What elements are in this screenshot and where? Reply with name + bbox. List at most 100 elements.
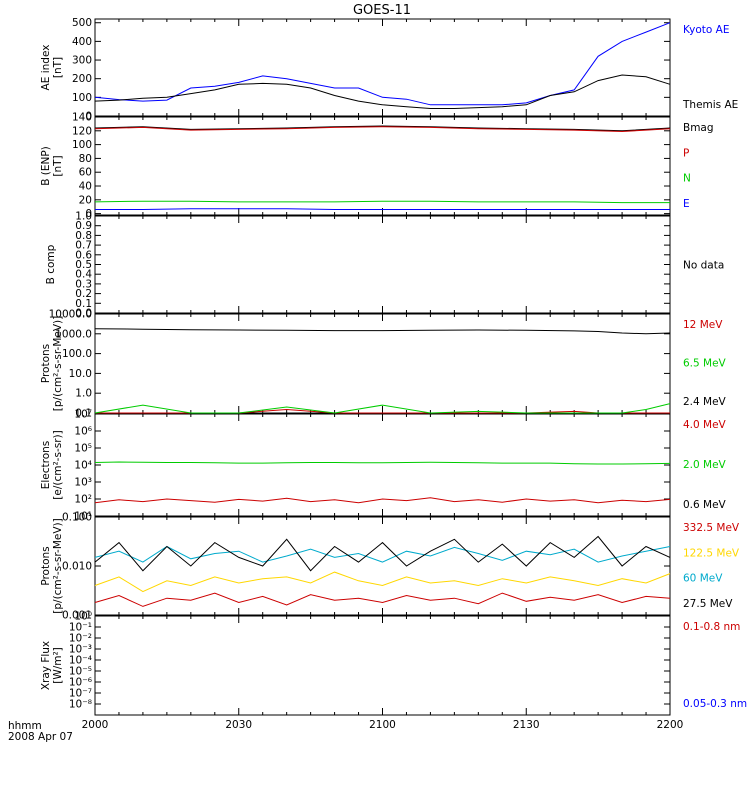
- y-axis-label: Protons: [40, 344, 52, 383]
- date-label: 2008 Apr 07: [8, 731, 73, 743]
- legend-0-05-0-3-nm: 0.05-0.3 nm: [683, 698, 747, 710]
- y-tick-label: 10²: [74, 494, 92, 506]
- panel-bcomp: 0.00.10.20.30.40.50.60.70.80.91.0 B comp N…: [45, 211, 724, 320]
- legend-4-0-mev: 4.0 MeV: [683, 419, 727, 431]
- y-tick-label: 0: [85, 208, 92, 220]
- y-tick-label: 10⁻²: [69, 633, 92, 645]
- panel-electrons: 10¹ 10² 10³ 10⁴ 10⁵ 10⁶ 10⁷ Electrons [e/(cm²-s-…: [40, 409, 727, 523]
- y-tick-label: 10000.0: [49, 309, 92, 321]
- y-tick-label: 0.010: [62, 561, 92, 573]
- y-tick-label: 0.7: [75, 240, 92, 252]
- series-line-27-5-mev: [94, 535, 671, 572]
- y-tick-label: 10⁻⁸: [69, 699, 92, 711]
- y-tick-label: 10⁻⁵: [69, 666, 92, 678]
- legend-bmag: Bmag: [683, 122, 714, 134]
- panel-frame: [94, 18, 671, 117]
- legend-12-mev: 12 MeV: [683, 319, 723, 331]
- legend-e: E: [683, 198, 690, 210]
- y-tick-label: 100.0: [62, 348, 92, 360]
- legend-2-0-mev: 2.0 MeV: [683, 459, 727, 471]
- legend-6-5-mev: 6.5 MeV: [683, 358, 727, 370]
- y-tick-label: 10⁻¹: [69, 622, 92, 634]
- series-line-e: [95, 208, 670, 210]
- y-tick-label: 0.2: [75, 288, 92, 300]
- x-tick-label: 2100: [369, 719, 396, 731]
- y-tick-label: 0.9: [75, 220, 92, 232]
- x-tick-label: 2030: [225, 719, 252, 731]
- y-tick-label: 10⁻⁷: [69, 688, 92, 700]
- legend-122-5-mev: 122.5 MeV: [683, 547, 740, 559]
- plot-title: GOES-11: [353, 3, 411, 18]
- legend-0-1-0-8-nm: 0.1-0.8 nm: [683, 621, 740, 633]
- y-axis-label: [e/(cm²-s-sr)]: [52, 430, 64, 499]
- legend-2-4-mev: 2.4 MeV: [683, 396, 727, 408]
- series-line-332-5-mev: [94, 592, 671, 607]
- panel-frame: [94, 516, 671, 616]
- legend-0-6-mev: 0.6 MeV: [683, 499, 727, 511]
- y-tick-label: 80: [79, 153, 92, 165]
- y-tick-label: 140: [72, 112, 92, 124]
- panel-frame: [94, 615, 671, 716]
- y-axis-label: Xray Flux: [40, 641, 52, 690]
- series-line-n: [94, 200, 670, 204]
- y-tick-label: 10⁵: [74, 443, 92, 455]
- y-tick-label: 10⁰: [74, 611, 92, 623]
- y-axis-label: [nT]: [52, 57, 64, 78]
- y-tick-label: 0.6: [75, 249, 92, 261]
- x-tick-label: 2000: [82, 719, 109, 731]
- y-tick-label: 10⁶: [74, 426, 92, 438]
- y-axis-label: Electrons: [40, 441, 52, 490]
- series-line-60-mev: [94, 545, 671, 563]
- y-tick-label: 0.1: [75, 408, 92, 420]
- y-tick-label: 10⁻⁴: [69, 655, 92, 667]
- y-tick-label: 1.0: [75, 388, 92, 400]
- y-tick-label: 1000.0: [55, 328, 92, 340]
- y-axis-label: [p/(cm²-s-sr-MeV)]: [52, 316, 64, 411]
- panel-protons_high: 0.001 0.010 0.100 Protons [p/(cm²-s-sr-MeV)]…: [40, 512, 740, 622]
- series-line-2-0-mev: [94, 461, 671, 465]
- y-axis-label: Protons: [40, 546, 52, 585]
- y-tick-label: 400: [72, 36, 92, 48]
- x-tick-label: 2130: [513, 719, 540, 731]
- legend-n: N: [683, 173, 691, 185]
- y-tick-label: 0.8: [75, 230, 92, 242]
- panel-protons_low: 0.1 1.0 10.0 100.0 1000.0 10000.0 Protons [p/(c…: [40, 309, 727, 420]
- legend-60-mev: 60 MeV: [683, 573, 723, 585]
- legend-27-5-mev: 27.5 MeV: [683, 598, 733, 610]
- series-line-6-5-mev: [94, 403, 671, 414]
- y-tick-label: 0.5: [75, 259, 92, 271]
- y-tick-label: 10.0: [69, 368, 92, 380]
- y-tick-label: 40: [79, 181, 92, 193]
- y-axis-label: AE index: [40, 45, 52, 91]
- y-tick-label: 0.3: [75, 278, 92, 290]
- y-tick-label: 100: [72, 139, 92, 151]
- y-axis-label: [p/(cm²-s-sr-MeV)]: [52, 518, 64, 613]
- legend-kyoto-ae: Kyoto AE: [683, 24, 729, 36]
- time-unit-label: hhmm: [8, 720, 42, 732]
- y-tick-label: 0: [85, 111, 92, 123]
- y-tick-label: 10⁴: [74, 460, 92, 472]
- y-tick-label: 10⁻³: [69, 644, 92, 656]
- y-axis-label: B comp: [45, 244, 57, 284]
- series-line-122-5-mev: [94, 571, 671, 593]
- y-tick-label: 1.0: [75, 211, 92, 223]
- y-tick-label: 200: [72, 73, 92, 85]
- y-tick-label: 0.1: [75, 298, 92, 310]
- y-axis-label: [W/m²]: [52, 647, 64, 684]
- y-tick-label: 10⁷: [74, 409, 92, 421]
- legend-p: P: [683, 147, 689, 159]
- x-tick-label: 2200: [657, 719, 684, 731]
- y-tick-label: 20: [79, 194, 92, 206]
- series-line-themis-ae: [94, 74, 671, 109]
- y-tick-label: 10¹: [74, 511, 92, 523]
- series-line-2-4-mev: [94, 328, 671, 335]
- y-tick-label: 60: [79, 167, 92, 179]
- y-tick-label: 120: [72, 125, 92, 137]
- legend-332-5-mev: 332.5 MeV: [683, 522, 740, 534]
- y-tick-label: 300: [72, 55, 92, 67]
- series-line-kyoto-ae: [94, 22, 671, 106]
